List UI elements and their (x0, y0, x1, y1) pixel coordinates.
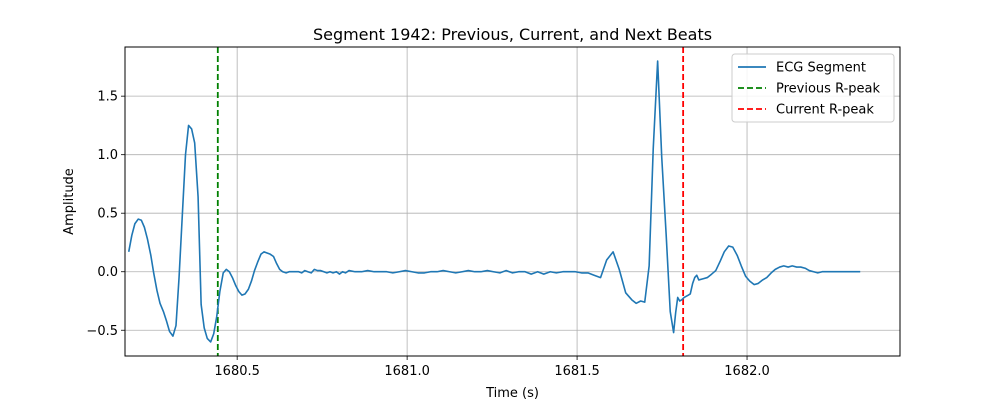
y-tick-label: 0.5 (97, 207, 118, 222)
series-group (127, 60, 861, 343)
y-tick-label: 0.0 (97, 265, 118, 280)
x-axis-ticks: 1680.5 1681.0 1681.5 1682.0 (214, 356, 770, 379)
y-tick-label: 1.0 (97, 148, 118, 163)
legend-label: ECG Segment (776, 61, 866, 76)
y-tick-label: 1.5 (97, 90, 118, 105)
legend-box (731, 53, 895, 123)
legend-label: Current R-peak (776, 103, 874, 118)
x-tick-label: 1681.0 (384, 364, 430, 379)
legend: ECG Segment Previous R-peak Current R-peak (731, 53, 895, 123)
legend-label: Previous R-peak (776, 82, 880, 97)
ecg-series-line (127, 60, 861, 343)
x-axis-title: Time (s) (485, 386, 539, 400)
chart-title: Segment 1942: Previous, Current, and Nex… (313, 25, 712, 44)
x-tick-label: 1680.5 (214, 364, 260, 379)
x-tick-label: 1682.0 (724, 364, 770, 379)
plot-area-frame (124, 46, 901, 357)
y-tick-label: −0.5 (86, 324, 118, 339)
x-tick-label: 1681.5 (554, 364, 600, 379)
y-axis-ticks: −0.5 0.0 0.5 1.0 1.5 (86, 90, 125, 339)
y-axis-title: Amplitude (62, 168, 77, 235)
